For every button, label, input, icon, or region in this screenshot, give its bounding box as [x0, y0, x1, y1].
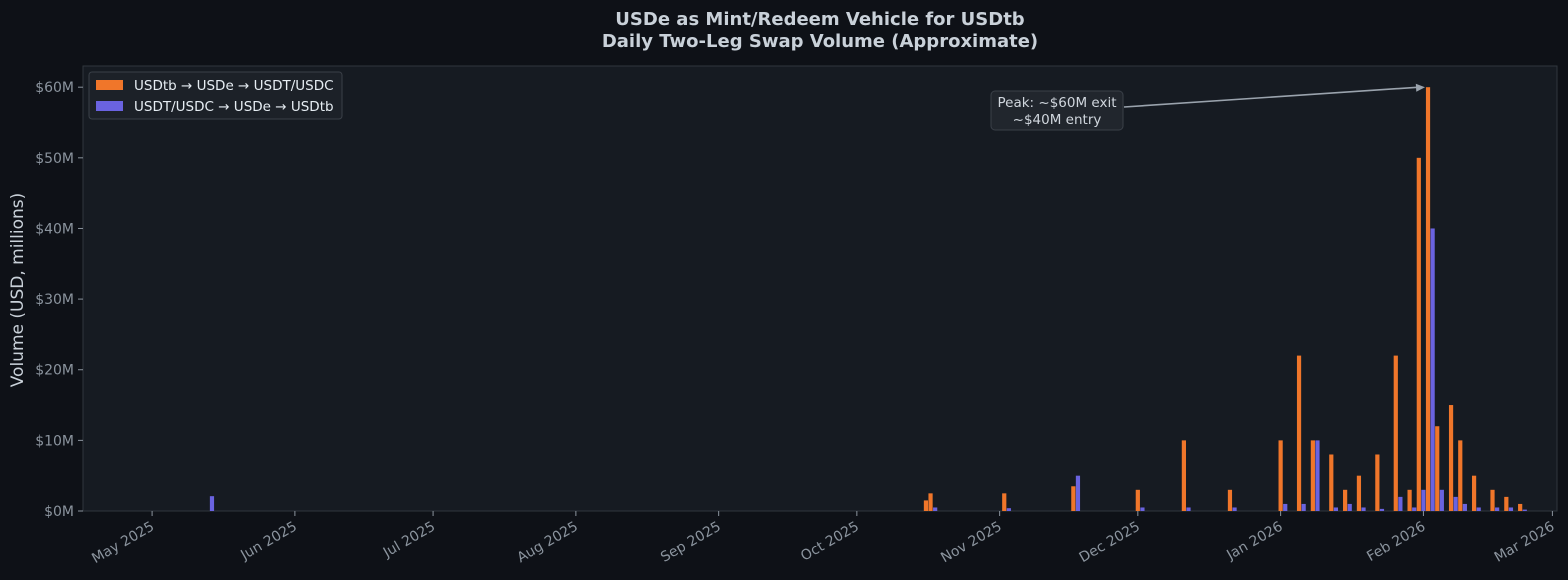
bar-series-2 — [1522, 509, 1527, 511]
x-tick-label: Mar 2026 — [1492, 519, 1558, 566]
bar-series-1 — [1002, 493, 1007, 511]
x-tick-label: Oct 2025 — [798, 519, 862, 565]
bar-series-1 — [1416, 157, 1421, 512]
bar-series-1 — [1278, 440, 1283, 511]
x-tick-label: Aug 2025 — [514, 519, 580, 567]
bar-series-2 — [1453, 496, 1458, 511]
bar-series-1 — [1518, 503, 1523, 511]
bar-series-2 — [1186, 507, 1191, 511]
bar-series-1 — [1329, 454, 1334, 511]
annotation-box — [990, 90, 1124, 131]
bar-series-2 — [1476, 507, 1481, 511]
plot-area — [82, 65, 1558, 512]
legend: USDtb → USDe → USDT/USDC USDT/USDC → USD… — [88, 71, 343, 120]
x-tick-label: Nov 2025 — [938, 519, 1004, 567]
y-tick-label: $0M — [44, 504, 74, 520]
bar-series-1 — [1504, 496, 1509, 511]
bar-series-2 — [1283, 503, 1288, 511]
bar-series-2 — [1508, 507, 1514, 511]
bar-series-1 — [1471, 475, 1477, 511]
bar-series-2 — [1301, 503, 1306, 511]
annotation: Peak: ~$60M exit ~$40M entry — [990, 83, 1426, 131]
bar-series-2 — [1347, 503, 1352, 511]
y-tick-label: $10M — [35, 433, 74, 449]
x-tick-label: Sep 2025 — [658, 519, 724, 566]
bar-series-1 — [1071, 486, 1076, 511]
y-tick-label: $40M — [35, 221, 74, 237]
bar-series-1 — [1310, 440, 1315, 511]
x-tick-label: Dec 2025 — [1077, 519, 1143, 566]
chart-subtitle: Daily Two-Leg Swap Volume (Approximate) — [602, 31, 1038, 52]
annotation-line-1: Peak: ~$60M exit — [997, 95, 1116, 111]
bar-series-1 — [1448, 405, 1454, 511]
bar-series-1 — [1227, 489, 1233, 511]
bars — [209, 87, 1527, 512]
bar-series-1 — [1356, 475, 1362, 511]
y-tick-label: $60M — [35, 80, 74, 96]
bar-series-1 — [1296, 355, 1302, 511]
bar-series-1 — [1393, 355, 1398, 511]
legend-label-series-1: USDtb → USDe → USDT/USDC — [134, 78, 334, 94]
bar-series-2 — [1361, 507, 1366, 511]
y-tick-label: $20M — [35, 363, 74, 379]
bar-series-2 — [1232, 507, 1237, 511]
legend-label-series-2: USDT/USDC → USDe → USDtb — [134, 99, 334, 115]
bar-series-2 — [1075, 475, 1081, 511]
bar-series-1 — [923, 500, 929, 511]
bar-series-1 — [1458, 440, 1463, 511]
y-tick-label: $50M — [35, 151, 74, 167]
bar-series-1 — [1490, 489, 1495, 511]
bar-series-1 — [1435, 426, 1440, 511]
y-axis-label: Volume (USD, millions) — [8, 193, 28, 388]
bar-series-2 — [1430, 228, 1435, 511]
annotation-arrowhead — [1415, 83, 1426, 92]
bar-series-1 — [1135, 489, 1140, 511]
x-tick-label: Jul 2025 — [380, 519, 438, 562]
bar-series-2 — [1398, 496, 1403, 511]
x-tick-label: Feb 2026 — [1364, 519, 1428, 565]
x-axis: May 2025 Jun 2025 Jul 2025 Aug 2025 Sep 2025… — [89, 511, 1557, 567]
bar-series-2 — [1421, 489, 1426, 511]
legend-box — [88, 71, 343, 120]
bar-series-1 — [1343, 489, 1348, 511]
bar-series-2 — [1462, 503, 1467, 511]
annotation-line-2: ~$40M entry — [1013, 112, 1102, 128]
bar-series-2 — [1315, 440, 1320, 511]
bar-series-2 — [209, 496, 215, 511]
x-tick-label: Jan 2026 — [1223, 519, 1285, 564]
bar-series-1 — [1407, 489, 1412, 511]
x-tick-label: Jun 2025 — [237, 519, 300, 564]
x-tick-label: May 2025 — [89, 519, 157, 567]
y-tick-label: $30M — [35, 292, 74, 308]
bar-series-1 — [1375, 454, 1380, 511]
bar-series-2 — [1379, 508, 1385, 511]
legend-swatch-series-1 — [96, 80, 123, 90]
legend-swatch-series-2 — [96, 101, 123, 111]
bar-series-2 — [1412, 507, 1417, 511]
chart-title: USDe as Mint/Redeem Vehicle for USDtb — [615, 9, 1025, 30]
bar-series-2 — [933, 507, 938, 511]
bar-series-1 — [1181, 440, 1186, 511]
bar-series-1 — [928, 493, 933, 511]
annotation-arrow — [1123, 86, 1420, 108]
bar-series-2 — [1439, 489, 1444, 511]
y-axis: $0M $10M $20M $30M $40M $50M $60M — [35, 80, 83, 520]
bar-series-1 — [1425, 87, 1431, 511]
bar-series-2 — [1333, 507, 1338, 511]
bar-series-2 — [1495, 507, 1500, 511]
bar-series-2 — [1006, 508, 1011, 511]
bar-series-2 — [1140, 507, 1145, 511]
